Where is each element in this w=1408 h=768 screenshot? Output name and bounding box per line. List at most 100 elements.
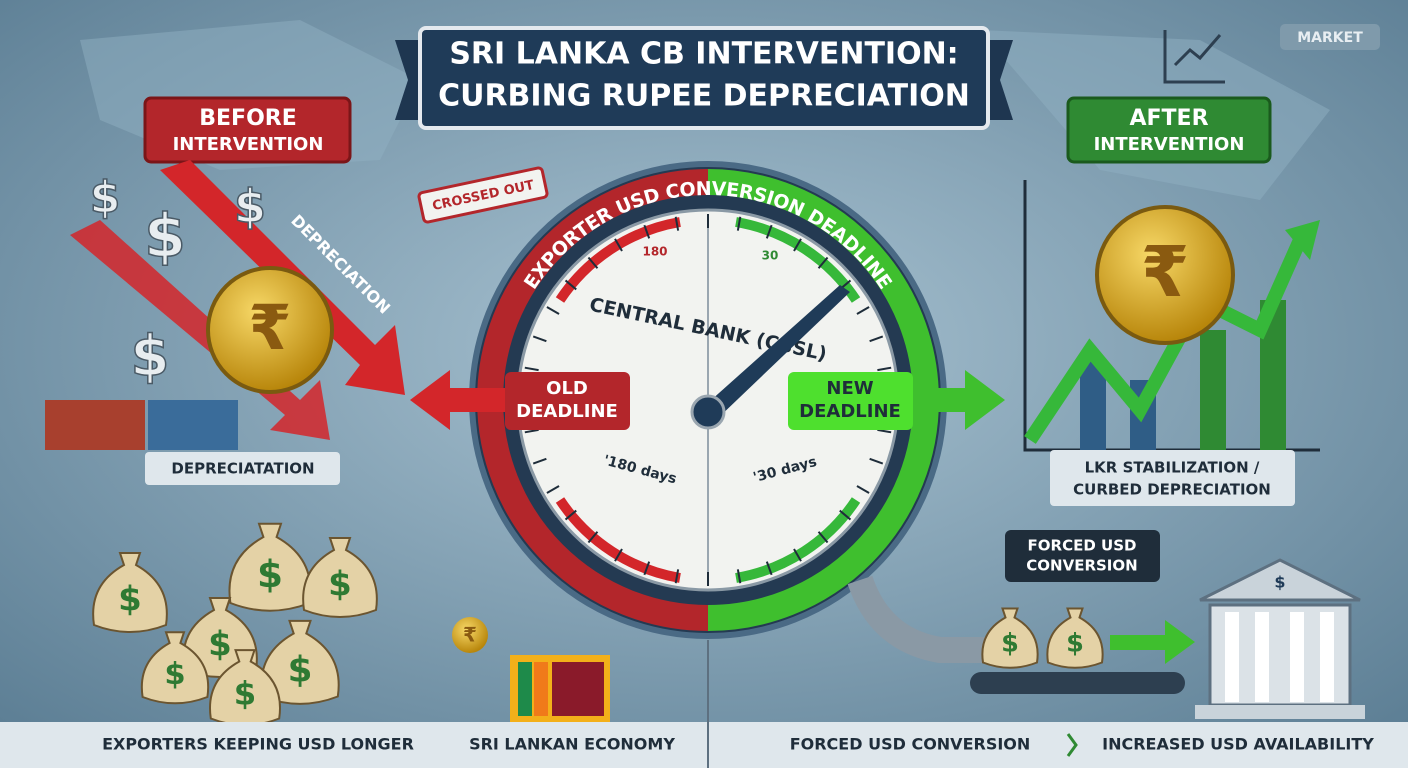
- bag-symbol: $: [288, 649, 313, 690]
- tick: [643, 224, 651, 239]
- before-label: BEFORE: [199, 106, 297, 131]
- new-arrow: [900, 370, 1005, 430]
- footer-item: FORCED USD CONVERSION: [790, 735, 1031, 754]
- tick: [869, 335, 884, 343]
- bag: [302, 537, 378, 618]
- badge-text: MARKET: [1297, 30, 1363, 46]
- tick: [736, 569, 742, 584]
- money-bags: $$ $$$ $$$ $: [92, 522, 1104, 727]
- needle: [690, 285, 850, 430]
- bag-symbol: $: [208, 625, 232, 665]
- after-box: [1066, 96, 1272, 164]
- tick: [817, 256, 829, 269]
- after-caption: CURBED DEPRECIATION: [1073, 481, 1271, 499]
- caption-box: [145, 452, 340, 485]
- bag: [1046, 607, 1104, 669]
- tick: [765, 561, 773, 576]
- tick: [877, 366, 892, 372]
- small-coin: [452, 617, 488, 653]
- dollar-sign: $: [131, 324, 170, 389]
- caption-box: [1050, 450, 1295, 506]
- bag-symbol: $: [164, 657, 185, 692]
- rupee-coin: [206, 266, 334, 394]
- bag-symbol: $: [1066, 629, 1084, 659]
- title-line: SRI LANKA CB INTERVENTION:: [449, 37, 958, 72]
- tick: [674, 569, 680, 584]
- old-arrow: [410, 370, 520, 430]
- tick: [587, 256, 599, 269]
- bag: [260, 619, 340, 705]
- rupee-symbol: ₹: [248, 291, 291, 364]
- bank: [1195, 558, 1365, 719]
- tick: [839, 509, 852, 521]
- footer: [0, 722, 1408, 768]
- tick: [674, 216, 680, 231]
- tick: [643, 561, 651, 576]
- rupee-symbol: ₹: [1141, 231, 1190, 313]
- after-caption: LKR STABILIZATION /: [1085, 459, 1260, 477]
- bag-symbol: $: [118, 580, 142, 620]
- callout-text: CONVERSION: [1026, 557, 1137, 575]
- rupee-coin: [1095, 205, 1235, 345]
- old-box: [505, 372, 630, 430]
- after-label: AFTER: [1129, 106, 1208, 131]
- tick: [587, 531, 599, 544]
- badge: [1280, 24, 1380, 50]
- footer-item: EXPORTERS KEEPING USD LONGER: [102, 735, 414, 754]
- before-caption: DEPRECIATATION: [171, 460, 314, 478]
- new-box: [788, 372, 913, 430]
- bag-symbol: $: [328, 565, 352, 605]
- old-mark: 180: [642, 245, 667, 259]
- title-line: CURBING RUPEE DEPRECIATION: [438, 79, 970, 114]
- bag: [140, 631, 210, 705]
- callout-text: FORCED USD: [1028, 537, 1137, 555]
- dollar-sign: $: [144, 202, 186, 272]
- growth-chart: [1023, 180, 1320, 452]
- tick: [877, 428, 892, 434]
- tick: [532, 335, 547, 343]
- title-banner: SRI LANKA CB INTERVENTION: CURBING RUPEE…: [395, 26, 1013, 130]
- tick: [524, 366, 539, 372]
- tick: [532, 457, 547, 465]
- footer-item: SRI LANKAN ECONOMY: [469, 735, 675, 754]
- bag: [981, 607, 1039, 669]
- tick: [856, 485, 870, 494]
- callout: [1005, 530, 1160, 582]
- tick: [546, 306, 560, 315]
- new-mark: 30: [762, 249, 779, 263]
- dollar-sign: $: [90, 172, 121, 223]
- after-sublabel: INTERVENTION: [1094, 134, 1245, 155]
- tick: [546, 485, 560, 494]
- bag-symbol: $: [234, 675, 256, 713]
- bag: [92, 552, 168, 633]
- rupee-symbol: ₹: [463, 623, 477, 647]
- chart-icon: [1163, 30, 1225, 84]
- old-label: DEADLINE: [516, 401, 618, 422]
- tick: [765, 224, 773, 239]
- before-box: [143, 96, 352, 164]
- new-label: NEW: [826, 378, 873, 399]
- tick: [817, 531, 829, 544]
- footer-item: INCREASED USD AVAILABILITY: [1102, 735, 1374, 754]
- tick: [856, 306, 870, 315]
- tick: [793, 238, 802, 252]
- new-label: DEADLINE: [799, 401, 901, 422]
- tick: [736, 216, 742, 231]
- world-map: [80, 20, 1330, 200]
- dollar-sign: $: [234, 180, 266, 234]
- before-sublabel: INTERVENTION: [173, 134, 324, 155]
- pipe: [847, 575, 1000, 663]
- bank-symbol: $: [1274, 573, 1285, 592]
- flow-arrow: [1110, 620, 1195, 664]
- tick: [614, 238, 623, 252]
- conveyor: [970, 672, 1185, 694]
- bag: [228, 522, 312, 612]
- tick: [564, 279, 577, 291]
- tick: [869, 457, 884, 465]
- containers: [45, 400, 238, 450]
- chevron: [1066, 733, 1078, 757]
- tick: [524, 428, 539, 434]
- tick: [564, 509, 577, 521]
- bag-symbol: $: [257, 552, 283, 596]
